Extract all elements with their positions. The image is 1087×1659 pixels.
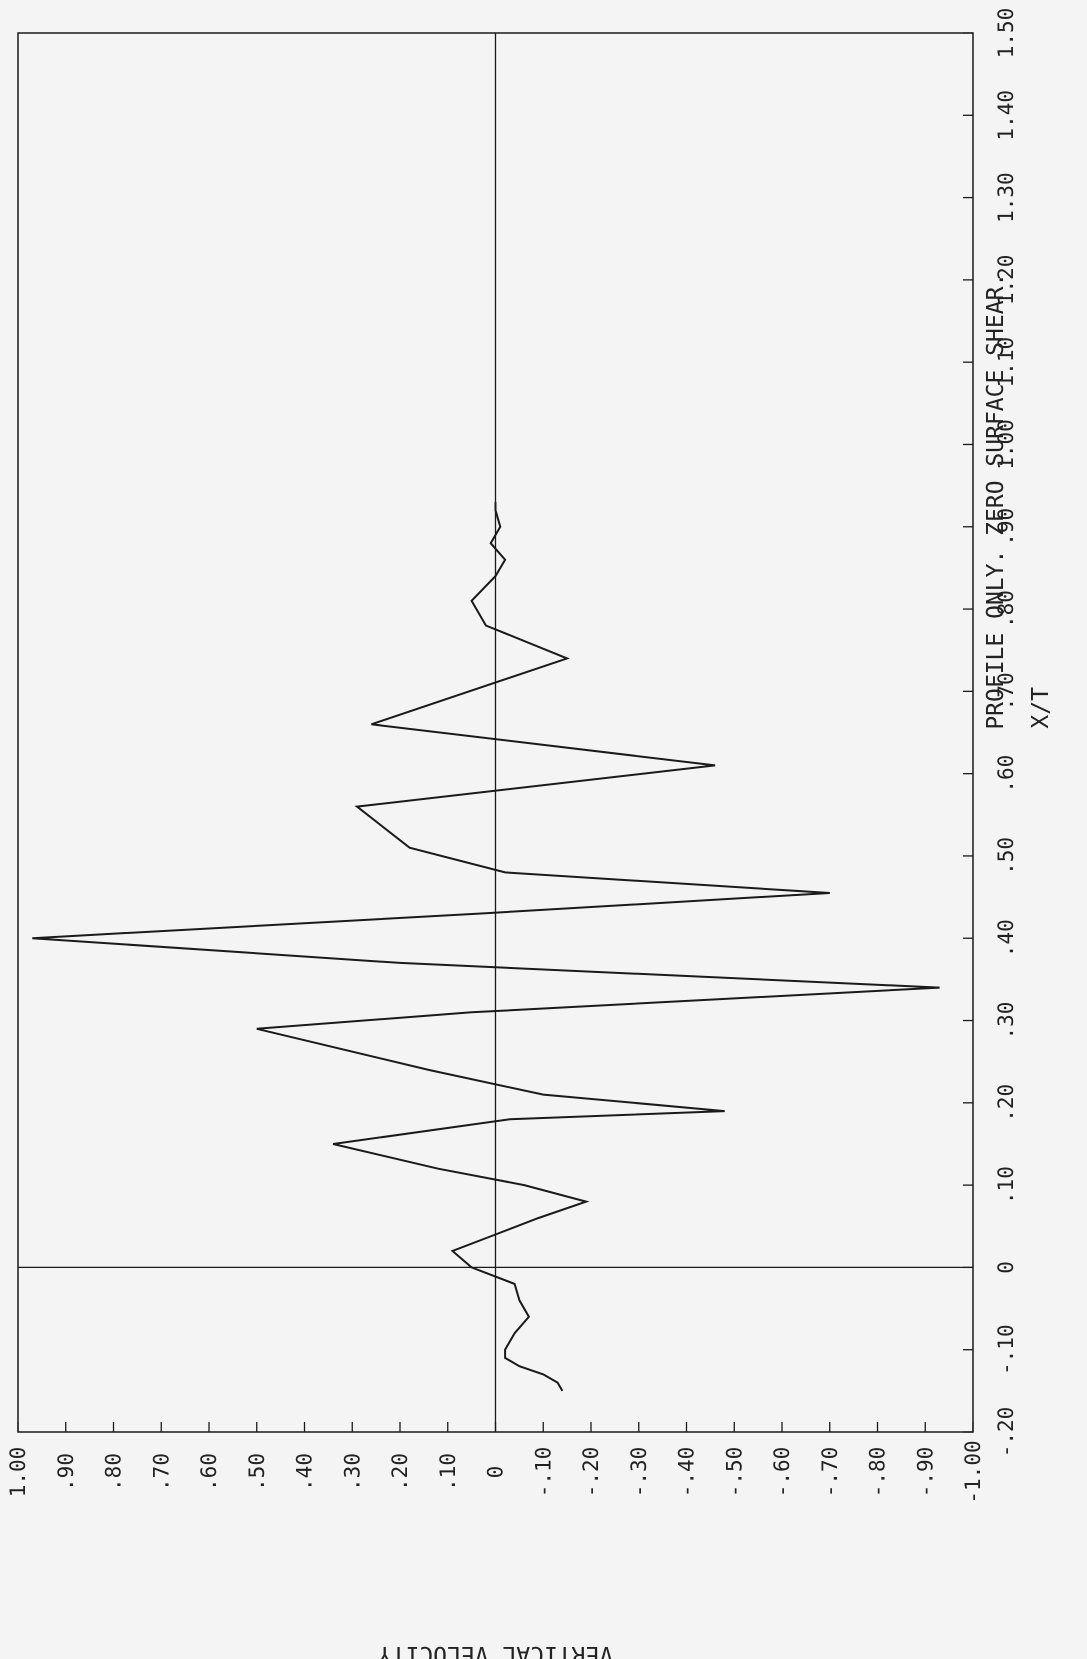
x-tick-label: 1.50 xyxy=(994,8,1018,59)
x-tick-label: -.10 xyxy=(994,1324,1018,1375)
x-tick-label: .90 xyxy=(994,508,1018,546)
y-tick-label: -.90 xyxy=(913,1447,937,1498)
zero-lines xyxy=(18,33,973,1432)
x-tick-label: .40 xyxy=(994,919,1018,957)
y-tick-label: .10 xyxy=(436,1453,460,1491)
x-tick-label: 1.30 xyxy=(994,172,1018,223)
y-axis-label: VERTICAL VELOCITY xyxy=(378,1641,614,1659)
y-tick-label: -.40 xyxy=(675,1447,699,1498)
y-tick-label: .60 xyxy=(197,1453,221,1491)
y-tick-label: -.10 xyxy=(531,1447,555,1498)
x-tick-label: 1.10 xyxy=(994,337,1018,388)
y-tick-label: .80 xyxy=(102,1453,126,1491)
y-tick-label: -.80 xyxy=(866,1447,890,1498)
y-tick-label: .70 xyxy=(149,1453,173,1491)
y-axis-ticks: 1.00 .90 .80 .70 .60 .50 .40 .30 .20 .10 0 -.10 -.20… xyxy=(6,1422,985,1504)
x-tick-label: .70 xyxy=(994,672,1018,710)
x-tick-label: 0 xyxy=(994,1261,1018,1274)
y-tick-label: -.50 xyxy=(722,1447,746,1498)
y-tick-label: -.70 xyxy=(818,1447,842,1498)
series-line xyxy=(32,502,940,1392)
x-axis-label: X/T xyxy=(1028,687,1054,729)
x-tick-label: 1.20 xyxy=(994,255,1018,306)
y-tick-label: .90 xyxy=(54,1453,78,1491)
y-tick-label: -.20 xyxy=(579,1447,603,1498)
x-axis-ticks: -.20 -.10 0 .10 .20 .30 .40 .50 .60 .70 .80 .90 1.00… xyxy=(963,8,1018,1458)
x-tick-label: 1.40 xyxy=(994,90,1018,141)
x-tick-label: .10 xyxy=(994,1166,1018,1204)
x-tick-label: .30 xyxy=(994,1002,1018,1040)
x-tick-label: .20 xyxy=(994,1084,1018,1122)
chart-title: PROFILE ONLY. ZERO SURFACE SHEAR. xyxy=(983,273,1009,730)
y-tick-label: .40 xyxy=(293,1453,317,1491)
y-tick-label: .50 xyxy=(245,1453,269,1491)
x-tick-label: .60 xyxy=(994,755,1018,793)
y-tick-label: 0 xyxy=(484,1466,508,1479)
y-tick-label: .20 xyxy=(388,1453,412,1491)
y-tick-label: 1.00 xyxy=(6,1447,30,1498)
x-tick-label: .80 xyxy=(994,590,1018,628)
y-tick-label: -.60 xyxy=(770,1447,794,1498)
x-tick-label: 1.00 xyxy=(994,419,1018,470)
y-tick-label: -1.00 xyxy=(961,1440,985,1503)
x-tick-label: -.20 xyxy=(994,1407,1018,1458)
x-tick-label: .50 xyxy=(994,837,1018,875)
y-tick-label: .30 xyxy=(340,1453,364,1491)
y-tick-label: -.30 xyxy=(627,1447,651,1498)
